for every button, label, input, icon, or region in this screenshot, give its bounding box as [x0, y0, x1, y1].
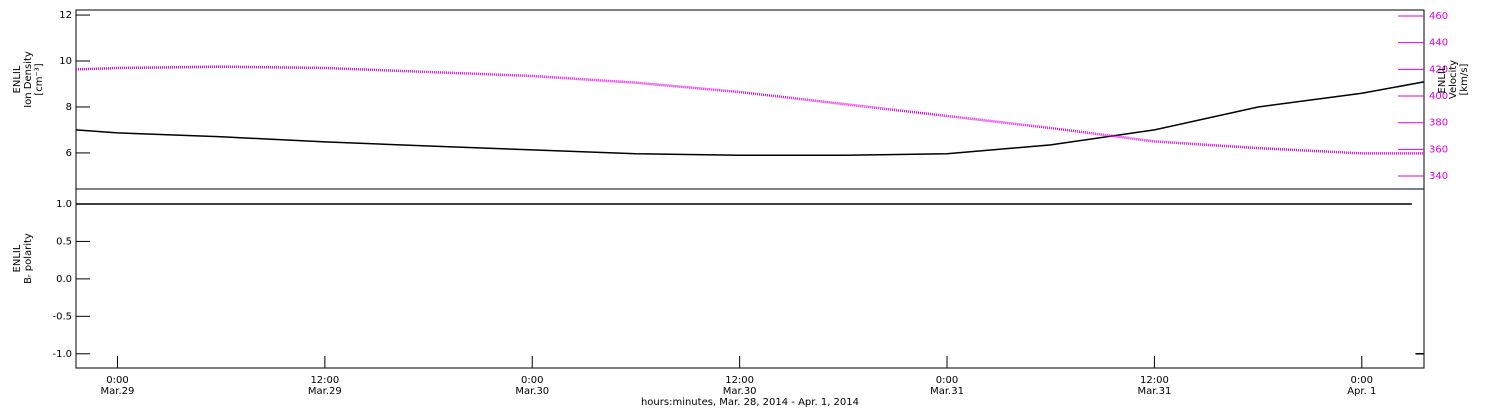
y2-tick-label: 420 [1429, 64, 1448, 75]
x-tick-date: Mar.31 [930, 386, 964, 397]
series-line [75, 81, 1425, 156]
y-tick-label: -1.0 [52, 349, 72, 360]
y2-axis-label: Velocity [1448, 60, 1459, 99]
y-tick-label: 0.0 [56, 274, 72, 285]
x-tick-date: Mar.29 [101, 386, 135, 397]
plot-frame [75, 9, 1425, 190]
x-tick-date: Apr. 1 [1347, 386, 1376, 397]
y-axis-label: ENLIL [12, 65, 23, 93]
x-tick-date: Mar.30 [515, 386, 549, 397]
x-tick-label: 12:00 [725, 375, 754, 386]
x-tick-label: 0:00 [936, 375, 958, 386]
x-tick-date: Mar.30 [723, 386, 757, 397]
y-axis-label: Ion Density [23, 51, 34, 108]
x-tick-label: 12:00 [1140, 375, 1169, 386]
y-tick-label: -0.5 [52, 311, 72, 322]
y-axis-label: Bᵣ polarity [23, 233, 34, 284]
x-tick-date: Mar.31 [1137, 386, 1171, 397]
y2-tick-label: 440 [1429, 38, 1448, 49]
y2-axis-label: [km/s] [1459, 63, 1470, 95]
plot-frame [75, 188, 1425, 369]
x-tick-date: Mar.29 [308, 386, 342, 397]
x-tick-label: 12:00 [310, 375, 339, 386]
y2-tick-label: 340 [1429, 171, 1448, 182]
y-axis-label: [cm⁻³] [34, 63, 45, 95]
y-tick-label: 10 [59, 56, 72, 67]
y2-tick-label: 360 [1429, 144, 1448, 155]
y2-axis-label: ENLIL [1437, 65, 1448, 93]
y-tick-label: 8 [66, 102, 72, 113]
x-tick-label: 0:00 [1351, 375, 1373, 386]
x-axis-label: hours:minutes, Mar. 28, 2014 - Apr. 1, 2… [641, 397, 859, 408]
y2-tick-label: 400 [1429, 91, 1448, 102]
y-tick-label: 1.0 [56, 199, 72, 210]
y2-tick-label: 380 [1429, 118, 1448, 129]
y-tick-label: 6 [66, 148, 72, 159]
series-line [75, 65, 1424, 155]
y2-tick-label: 460 [1429, 11, 1448, 22]
x-tick-label: 0:00 [521, 375, 543, 386]
y-axis-label: ENLIL [12, 244, 23, 272]
y-tick-label: 12 [59, 10, 72, 21]
x-tick-label: 0:00 [106, 375, 128, 386]
y-tick-label: 0.5 [56, 236, 72, 247]
